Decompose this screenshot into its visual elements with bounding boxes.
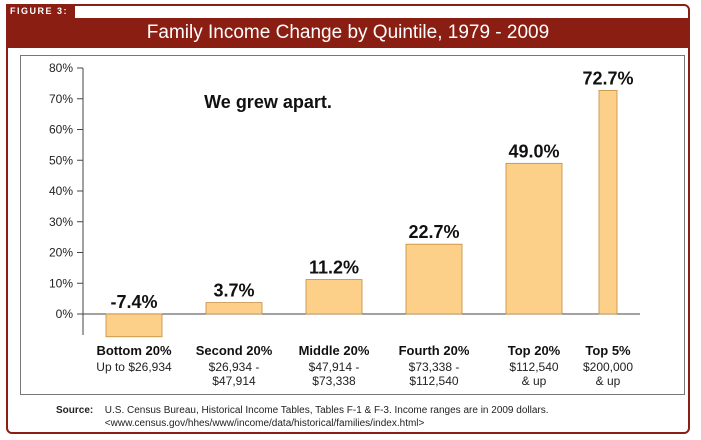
value-label: 3.7% <box>213 281 254 301</box>
category-range-label: & up <box>522 374 547 388</box>
bar <box>105 313 163 338</box>
category-range-label: $73,338 - <box>409 360 460 374</box>
value-label: -7.4% <box>110 292 157 312</box>
category-range-label: $47,914 - <box>309 360 360 374</box>
y-tick-label: 50% <box>49 153 73 167</box>
bars <box>105 90 618 338</box>
bar <box>305 279 363 315</box>
value-labels: -7.4% 3.7% 11.2% 22.7% 49.0% 72.7% <box>110 68 633 312</box>
y-tick-label: 80% <box>49 61 73 75</box>
source-line-2: <www.census.gov/hhes/www/income/data/his… <box>104 418 425 429</box>
category-range-label: $73,338 <box>312 374 356 388</box>
category-range-label: & up <box>596 374 621 388</box>
category-label: Top 20% <box>508 343 561 358</box>
bar-chart: 0% 10% 20% 30% 40% 50% 60% 70% 80% -7.4% 3.7% 11.2… <box>49 61 640 388</box>
value-label: 22.7% <box>408 222 459 242</box>
category-range-label: $200,000 <box>583 360 633 374</box>
chart-title: Family Income Change by Quintile, 1979 -… <box>6 18 690 48</box>
value-label: 49.0% <box>508 141 559 161</box>
value-label: 11.2% <box>309 258 359 278</box>
category-label: Middle 20% <box>299 343 370 358</box>
y-tick-label: 60% <box>49 123 73 137</box>
bar <box>405 243 463 315</box>
y-tick-label: 20% <box>49 246 73 260</box>
y-tick-label: 40% <box>49 184 73 198</box>
category-range-label: $112,540 <box>409 374 458 388</box>
value-label: 72.7% <box>582 68 633 88</box>
category-range-label: Up to $26,934 <box>96 360 172 374</box>
y-tick-label: 70% <box>49 92 73 106</box>
category-label: Fourth 20% <box>399 343 470 358</box>
category-range-label: $112,540 <box>509 360 558 374</box>
chart-annotation: We grew apart. <box>204 92 332 112</box>
category-label: Bottom 20% <box>96 343 172 358</box>
x-axis-labels: Bottom 20% Up to $26,934 Second 20% $26,934… <box>96 343 633 388</box>
y-tick-label: 0% <box>56 307 74 321</box>
source-text: U.S. Census Bureau, Historical Income Ta… <box>105 404 549 430</box>
bar <box>505 162 563 315</box>
category-label: Top 5% <box>585 343 631 358</box>
bar <box>598 90 618 315</box>
source-note: Source: U.S. Census Bureau, Historical I… <box>56 404 549 430</box>
figure-label: FIGURE 3: <box>6 4 75 18</box>
source-label: Source: <box>56 405 94 416</box>
plot-area <box>20 55 685 395</box>
y-tick-label: 10% <box>49 276 73 290</box>
category-range-label: $47,914 <box>212 374 256 388</box>
y-tick-label: 30% <box>49 215 73 229</box>
bar <box>205 302 263 315</box>
category-label: Second 20% <box>196 343 273 358</box>
source-line-1: U.S. Census Bureau, Historical Income Ta… <box>104 405 549 416</box>
category-range-label: $26,934 - <box>209 360 260 374</box>
